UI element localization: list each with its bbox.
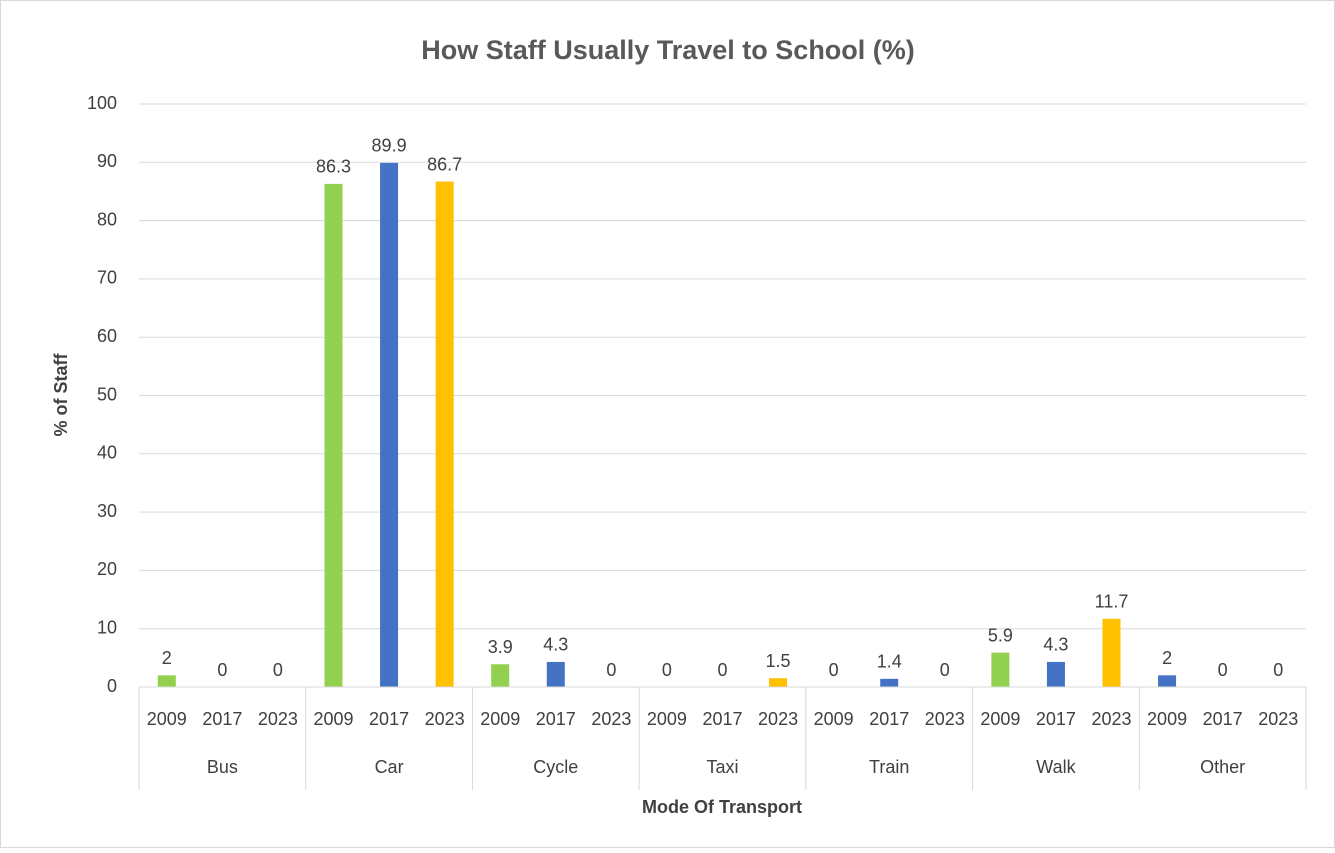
bar bbox=[324, 183, 343, 687]
bar bbox=[1102, 618, 1121, 687]
data-label: 0 bbox=[217, 660, 227, 680]
x-tick-label: 2017 bbox=[202, 709, 242, 729]
x-tick-label: 2023 bbox=[591, 709, 631, 729]
data-label: 0 bbox=[273, 660, 283, 680]
group-label: Bus bbox=[207, 757, 238, 777]
data-label: 2 bbox=[162, 648, 172, 668]
group-label: Walk bbox=[1036, 757, 1076, 777]
data-label: 11.7 bbox=[1095, 592, 1129, 612]
data-label: 3.9 bbox=[488, 637, 513, 657]
y-axis-title: % of Staff bbox=[51, 352, 71, 436]
group-label: Cycle bbox=[533, 757, 578, 777]
y-tick-label: 100 bbox=[87, 93, 117, 113]
x-tick-label: 2009 bbox=[980, 709, 1020, 729]
group-label: Car bbox=[375, 757, 404, 777]
x-tick-label: 2023 bbox=[1091, 709, 1131, 729]
x-tick-label: 2009 bbox=[313, 709, 353, 729]
bar bbox=[1046, 661, 1065, 687]
data-label: 0 bbox=[662, 660, 672, 680]
data-label: 1.4 bbox=[877, 652, 902, 672]
x-tick-label: 2009 bbox=[480, 709, 520, 729]
data-label: 4.3 bbox=[1043, 635, 1068, 655]
data-label: 1.5 bbox=[766, 651, 791, 671]
x-tick-label: 2017 bbox=[702, 709, 742, 729]
y-tick-label: 40 bbox=[97, 443, 117, 463]
data-label: 0 bbox=[940, 660, 950, 680]
x-tick-label: 2017 bbox=[869, 709, 909, 729]
x-tick-label: 2023 bbox=[925, 709, 965, 729]
y-tick-label: 60 bbox=[97, 326, 117, 346]
data-label: 4.3 bbox=[543, 635, 568, 655]
x-tick-label: 2017 bbox=[1203, 709, 1243, 729]
x-tick-label: 2017 bbox=[536, 709, 576, 729]
x-tick-label: 2023 bbox=[425, 709, 465, 729]
bar bbox=[1158, 675, 1177, 687]
y-tick-label: 90 bbox=[97, 151, 117, 171]
group-label: Taxi bbox=[706, 757, 738, 777]
x-tick-label: 2023 bbox=[1258, 709, 1298, 729]
data-label: 0 bbox=[717, 660, 727, 680]
x-tick-label: 2009 bbox=[647, 709, 687, 729]
data-label: 0 bbox=[1273, 660, 1283, 680]
group-label: Train bbox=[869, 757, 909, 777]
x-tick-label: 2009 bbox=[1147, 709, 1187, 729]
bar bbox=[491, 664, 510, 687]
x-tick-label: 2023 bbox=[258, 709, 298, 729]
bar bbox=[991, 652, 1010, 687]
x-tick-label: 2023 bbox=[758, 709, 798, 729]
data-label: 86.7 bbox=[427, 154, 462, 174]
bar bbox=[546, 661, 565, 687]
data-label: 0 bbox=[1218, 660, 1228, 680]
bar bbox=[880, 678, 899, 687]
y-tick-label: 10 bbox=[97, 617, 117, 637]
bar bbox=[157, 675, 176, 687]
y-tick-label: 0 bbox=[107, 676, 117, 696]
chart-title: How Staff Usually Travel to School (%) bbox=[421, 35, 915, 65]
data-label: 5.9 bbox=[988, 625, 1013, 645]
data-label: 2 bbox=[1162, 648, 1172, 668]
x-tick-label: 2017 bbox=[369, 709, 409, 729]
y-tick-label: 80 bbox=[97, 209, 117, 229]
data-label: 0 bbox=[829, 660, 839, 680]
y-tick-label: 20 bbox=[97, 559, 117, 579]
bar bbox=[769, 678, 788, 687]
data-label: 0 bbox=[606, 660, 616, 680]
group-label: Other bbox=[1200, 757, 1245, 777]
y-tick-label: 30 bbox=[97, 501, 117, 521]
x-axis-title: Mode Of Transport bbox=[642, 797, 802, 817]
data-label: 89.9 bbox=[372, 136, 407, 156]
bar bbox=[435, 181, 454, 687]
data-label: 86.3 bbox=[316, 157, 351, 177]
y-tick-label: 70 bbox=[97, 268, 117, 288]
x-tick-label: 2017 bbox=[1036, 709, 1076, 729]
bar bbox=[380, 162, 399, 687]
y-tick-label: 50 bbox=[97, 384, 117, 404]
x-tick-label: 2009 bbox=[814, 709, 854, 729]
x-tick-label: 2009 bbox=[147, 709, 187, 729]
